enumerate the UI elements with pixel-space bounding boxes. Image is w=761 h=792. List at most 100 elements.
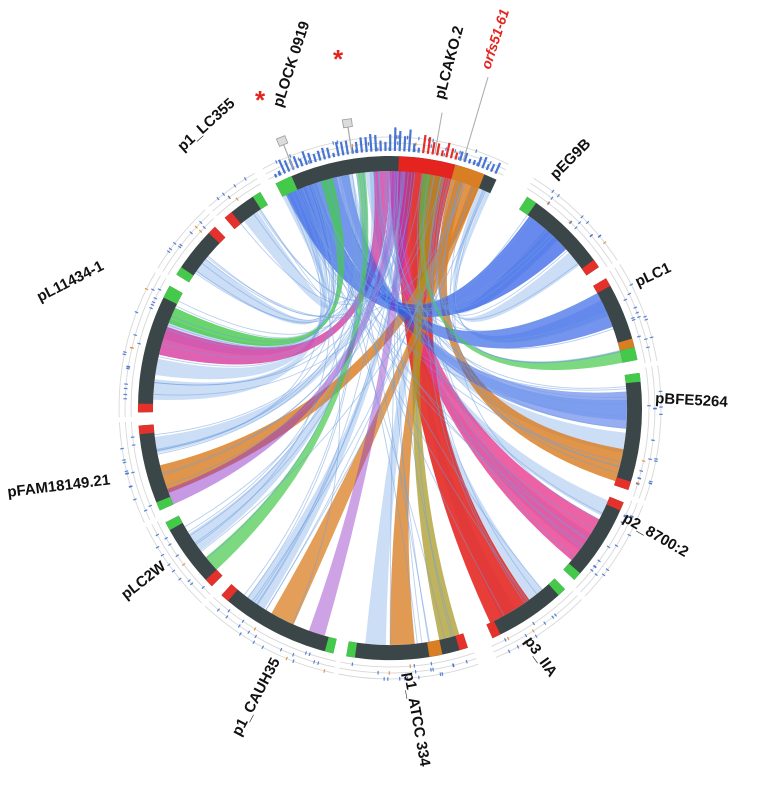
track-tick (444, 153, 445, 157)
track-tick (123, 352, 127, 353)
track-tick (352, 663, 353, 667)
segment-label-p3-iia: p3_IIA (521, 634, 561, 681)
track-tick (628, 534, 631, 536)
track-tick (517, 645, 519, 648)
track-tick (631, 317, 634, 318)
track-tick (431, 144, 432, 148)
track-tick (255, 635, 257, 638)
track-tick (446, 147, 447, 151)
segment-label-p1-atcc-334: p1_ATCC 334 (400, 671, 433, 769)
histogram-bar (414, 143, 415, 152)
track-tick (654, 461, 658, 462)
track-tick (642, 461, 646, 462)
segment-label-peg9b: pEG9B (547, 135, 595, 183)
histogram-bar (356, 142, 357, 153)
histogram-bar (474, 160, 476, 165)
track-tick (144, 510, 147, 511)
track-tick (440, 673, 441, 677)
histogram-bar-highlight (423, 135, 425, 153)
track-tick (640, 471, 644, 472)
tick-track-arc (639, 367, 655, 499)
track-tick (455, 149, 456, 153)
track-tick (149, 505, 152, 506)
histogram-bar-highlight (455, 153, 457, 160)
track-tick (632, 319, 635, 320)
segment-label-pl11434-1: pL11434-1 (34, 257, 106, 305)
track-tick (532, 629, 534, 632)
track-tick (318, 661, 319, 664)
track-tick (154, 298, 157, 300)
track-tick (137, 343, 141, 344)
track-tick (615, 545, 618, 547)
track-tick (507, 637, 509, 640)
track-tick (508, 650, 510, 653)
segment-label-plcako-2: pLCAKO.2 (431, 24, 467, 101)
track-tick (293, 660, 294, 663)
histogram-bar (404, 136, 405, 151)
track-tick (644, 339, 647, 340)
track-tick (276, 160, 278, 163)
histogram-bar-highlight (442, 150, 443, 156)
track-tick (151, 304, 154, 305)
track-tick (460, 151, 461, 155)
segment-label-p1-cauh35: p1_CAUH35 (229, 655, 284, 739)
track-tick (158, 289, 161, 291)
track-tick (126, 368, 130, 369)
segment-arc (614, 373, 642, 490)
track-tick (122, 460, 126, 461)
label-leader-line (463, 77, 488, 160)
segment-cap (138, 404, 153, 413)
segment-cap (625, 373, 641, 383)
track-tick (134, 335, 137, 336)
track-tick (132, 445, 136, 446)
track-tick (649, 481, 653, 482)
track-tick (651, 440, 655, 441)
histogram-bar-highlight (446, 143, 449, 157)
histogram-bar (418, 148, 419, 153)
track-tick (650, 337, 654, 338)
track-tick (123, 462, 127, 463)
track-tick (525, 634, 527, 637)
track-tick (646, 347, 650, 348)
histogram-bar (302, 151, 307, 164)
histogram-bar (275, 174, 277, 177)
track-tick (286, 657, 287, 660)
segment-label-plock-0919: pLOCK 0919 (270, 19, 314, 109)
track-tick (314, 660, 315, 663)
histogram-bar (375, 135, 376, 151)
track-tick (645, 319, 648, 320)
peak-flag (342, 119, 352, 128)
track-tick (442, 672, 443, 676)
track-tick (637, 336, 641, 337)
track-tick (634, 307, 637, 308)
track-tick (120, 448, 124, 449)
track-tick (123, 354, 127, 355)
segment-label-plc2w: pLC2W (118, 557, 170, 603)
segment-label-pfam18149-21: pFAM18149.21 (6, 471, 111, 500)
histogram-bar (487, 164, 489, 170)
segment-label-pbfe5264: pBFE5264 (655, 390, 729, 411)
track-tick (466, 660, 467, 664)
track-tick (127, 366, 131, 367)
track-tick (133, 499, 136, 500)
track-tick (643, 316, 646, 317)
track-tick (333, 141, 334, 145)
track-tick (628, 293, 631, 295)
histogram-bar (365, 137, 366, 152)
track-tick (309, 653, 310, 656)
track-tick (290, 154, 291, 157)
track-tick (648, 459, 652, 460)
track-tick (280, 648, 281, 651)
track-tick (607, 546, 610, 548)
peak-needle (284, 145, 294, 169)
track-tick (293, 653, 294, 656)
histogram-bar (333, 153, 334, 157)
track-tick (165, 537, 168, 539)
segment-cap (139, 425, 155, 435)
track-tick (636, 312, 639, 313)
track-tick (145, 288, 148, 290)
track-tick (505, 638, 507, 641)
track-tick (156, 546, 159, 548)
